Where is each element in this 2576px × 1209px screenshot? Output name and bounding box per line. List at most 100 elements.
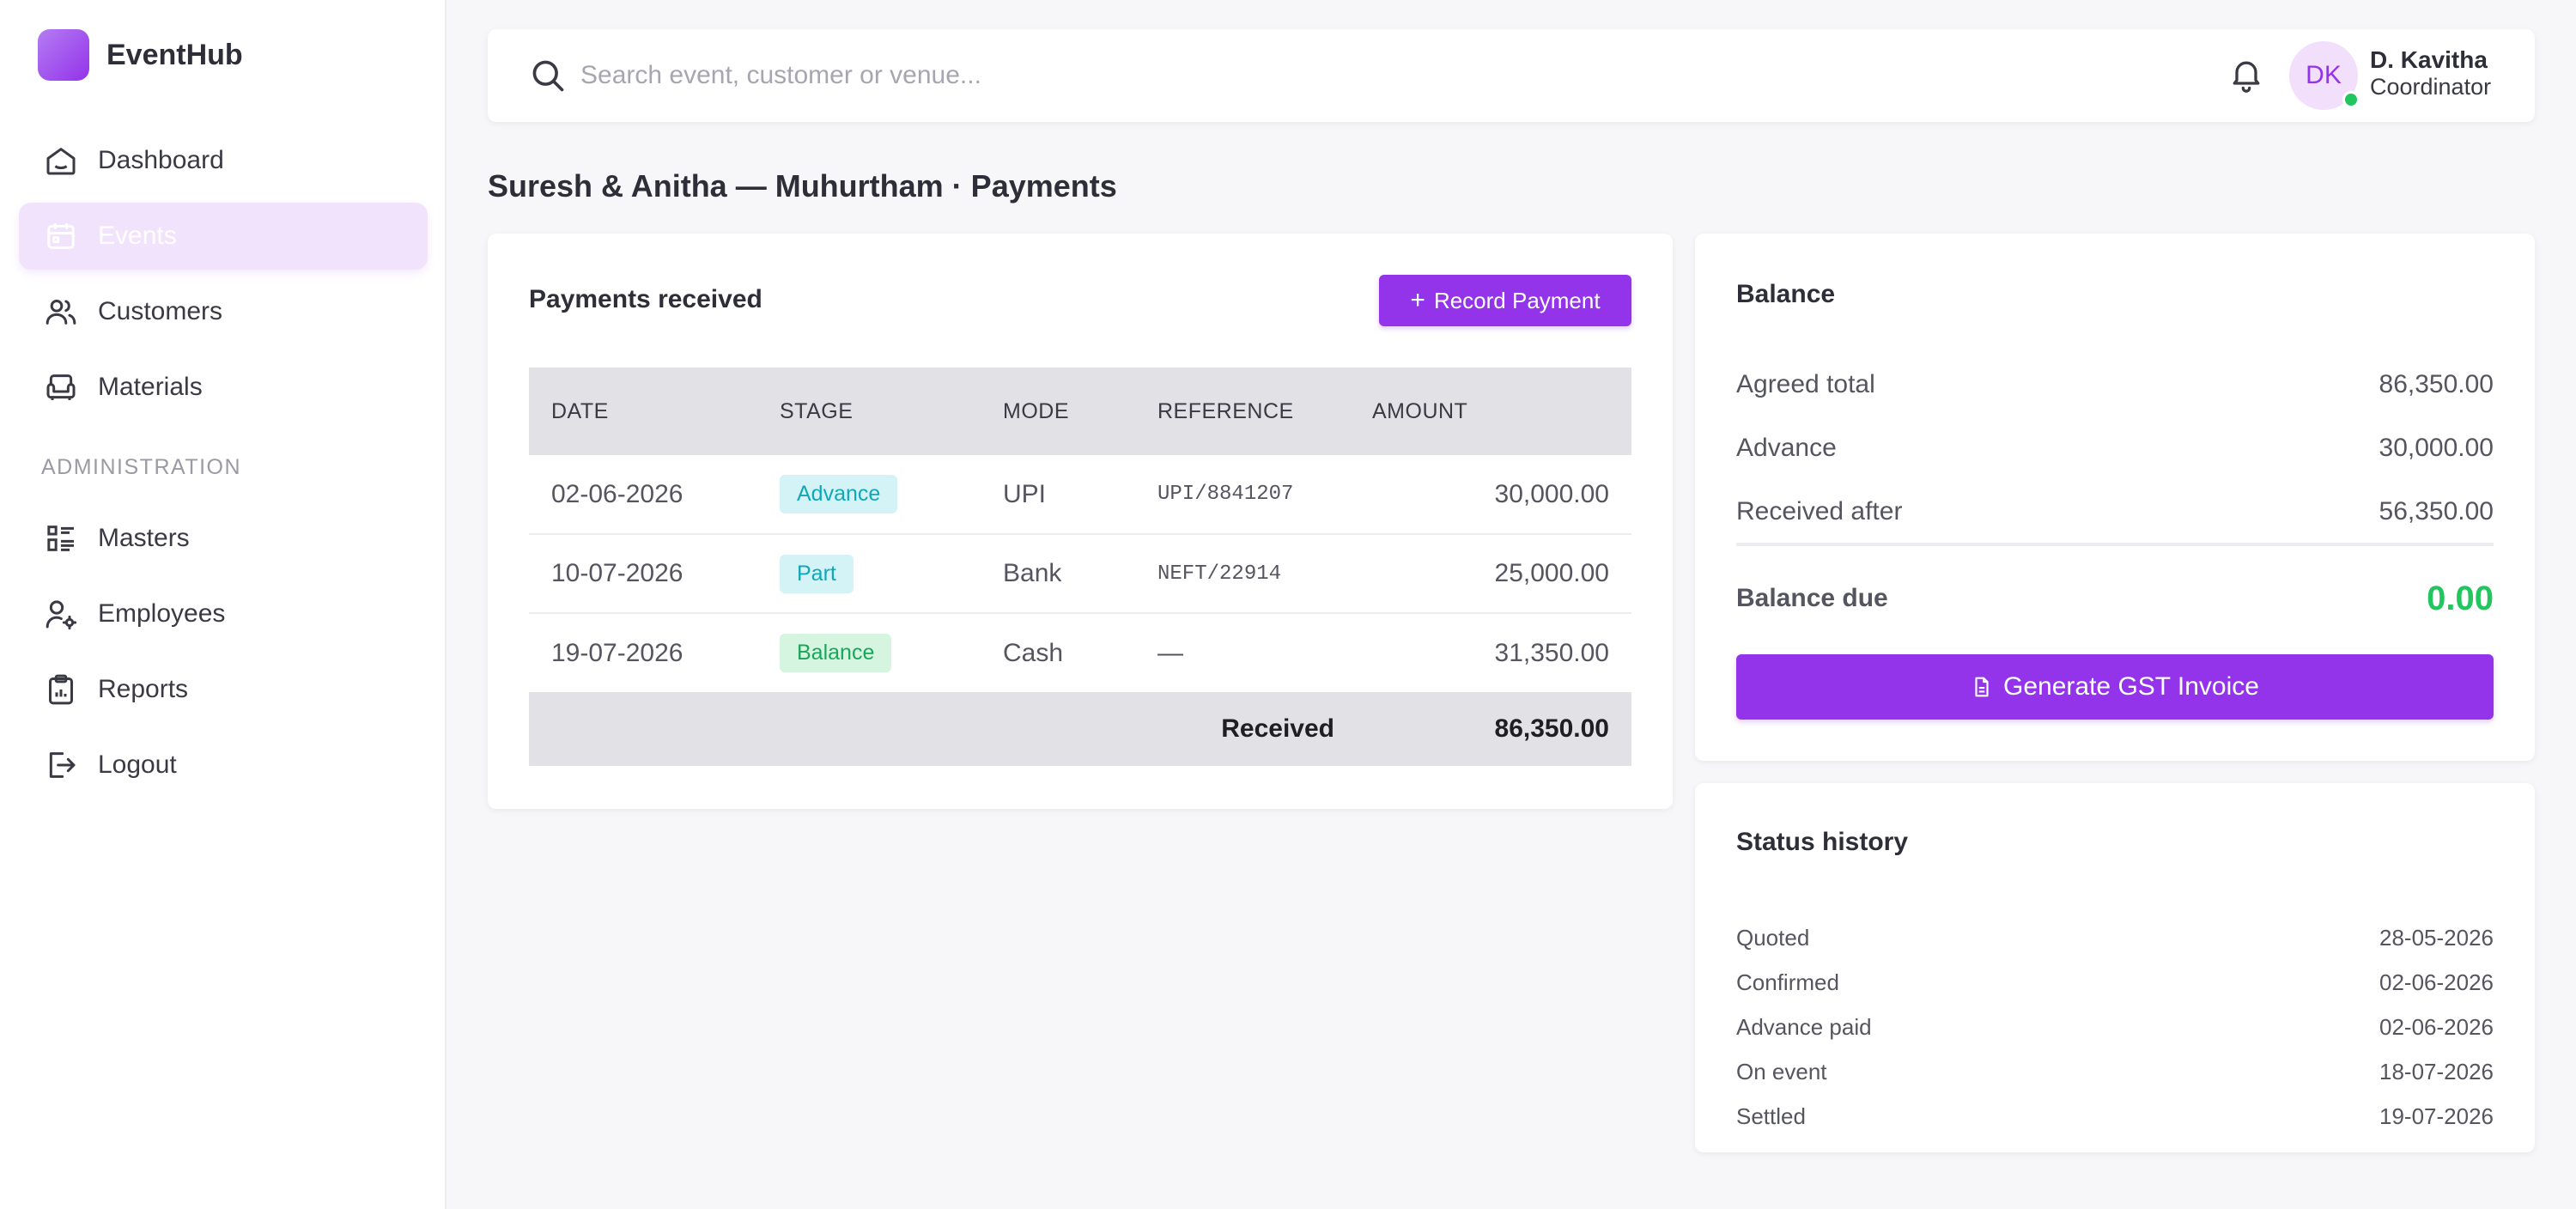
status-history-title: Status history xyxy=(1736,828,1909,856)
sidebar-item-label: Masters xyxy=(98,524,190,552)
status-history-card: Status history Quoted 28-05-2026 Confirm… xyxy=(1695,783,2535,1152)
cell-date: 19-07-2026 xyxy=(551,638,683,667)
sidebar-item-masters[interactable]: Masters xyxy=(19,505,428,572)
cell-mode: Cash xyxy=(1003,638,1064,667)
search-input[interactable] xyxy=(580,50,1868,101)
balance-due-label: Balance due xyxy=(1736,584,1888,612)
balance-label: Agreed total xyxy=(1736,370,1875,398)
column-header-stage[interactable]: STAGE xyxy=(780,368,1003,455)
stage-badge: Part xyxy=(780,554,854,593)
user-name: D. Kavitha xyxy=(2370,46,2488,73)
column-header-date[interactable]: DATE xyxy=(529,368,780,455)
avatar-initials: DK xyxy=(2306,61,2342,89)
user-role: Coordinator xyxy=(2370,74,2492,100)
status-label: Quoted xyxy=(1736,924,1810,951)
sofa-icon xyxy=(43,369,79,405)
presence-indicator xyxy=(2342,91,2360,108)
balance-row-received-after: Received after 56,350.00 xyxy=(1736,495,2494,529)
sidebar-item-label: Dashboard xyxy=(98,146,224,174)
balance-row-agreed-total: Agreed total 86,350.00 xyxy=(1736,368,2494,402)
cell-amount: 25,000.00 xyxy=(1372,534,1631,614)
received-label: Received xyxy=(529,692,1372,766)
cell-date: 02-06-2026 xyxy=(529,455,780,535)
sidebar-item-dashboard[interactable]: Dashboard xyxy=(19,127,428,194)
sidebar-item-label: Customers xyxy=(98,297,223,325)
user-cog-icon xyxy=(43,596,79,632)
status-date: 02-06-2026 xyxy=(2379,1013,2494,1040)
status-row: Quoted 28-05-2026 xyxy=(1736,922,2494,953)
stage-badge: Advance xyxy=(780,475,898,513)
status-date: 18-07-2026 xyxy=(2379,1058,2494,1084)
cell-reference: NEFT/22914 xyxy=(1157,534,1372,614)
sidebar-item-label: Materials xyxy=(98,373,203,401)
logout-icon xyxy=(43,747,79,783)
status-row: Settled 19-07-2026 xyxy=(1736,1101,2494,1132)
cell-stage: Part xyxy=(780,534,1003,614)
balance-card: Balance Agreed total 86,350.00 Advance 3… xyxy=(1695,234,2535,761)
table-row[interactable]: 02-06-2026 Advance UPI UPI/8841207 30,00… xyxy=(529,455,1631,535)
main-nav: Dashboard Events Customers Materials xyxy=(19,127,428,429)
cell-mode: UPI xyxy=(1003,455,1157,535)
column-header-reference[interactable]: REFERENCE xyxy=(1157,368,1372,455)
generate-gst-invoice-label: Generate GST Invoice xyxy=(2003,672,2259,701)
balance-row-advance: Advance 30,000.00 xyxy=(1736,431,2494,465)
home-icon xyxy=(43,143,79,179)
payments-title: Payments received xyxy=(529,285,762,313)
top-bar: DK D. Kavitha Coordinator xyxy=(488,29,2535,122)
balance-value: 86,350.00 xyxy=(2379,370,2494,398)
table-row[interactable]: 10-07-2026 Part Bank NEFT/22914 25,000.0… xyxy=(529,534,1631,614)
cell-reference: — xyxy=(1157,638,1183,667)
status-row: Confirmed 02-06-2026 xyxy=(1736,967,2494,998)
users-icon xyxy=(43,294,79,330)
sidebar-item-materials[interactable]: Materials xyxy=(19,354,428,421)
brand[interactable]: EventHub xyxy=(38,29,243,81)
received-total: 86,350.00 xyxy=(1372,692,1631,766)
status-date: 28-05-2026 xyxy=(2379,924,2494,951)
sidebar-item-label: Reports xyxy=(98,675,189,703)
generate-gst-invoice-button[interactable]: Generate GST Invoice xyxy=(1736,654,2494,720)
table-row[interactable]: 19-07-2026 Balance Cash — 31,350.00 xyxy=(529,613,1631,692)
page-title: Suresh & Anitha — Muhurtham · Payments xyxy=(488,168,1117,204)
column-header-mode[interactable]: MODE xyxy=(1003,368,1157,455)
stage-badge: Balance xyxy=(780,634,892,672)
avatar[interactable]: DK xyxy=(2289,41,2360,110)
balance-due-value: 0.00 xyxy=(2427,579,2494,617)
status-row: On event 18-07-2026 xyxy=(1736,1056,2494,1087)
payments-table: DATE STAGE MODE REFERENCE AMOUNT 02-06-2… xyxy=(529,368,1631,766)
status-label: Confirmed xyxy=(1736,969,1839,995)
status-label: Settled xyxy=(1736,1103,1806,1129)
cell-reference: UPI/8841207 xyxy=(1157,455,1372,535)
sidebar-item-customers[interactable]: Customers xyxy=(19,278,428,345)
payments-card: Payments received + Record Payment DATE … xyxy=(488,234,1673,809)
balance-value: 56,350.00 xyxy=(2379,497,2494,526)
sidebar-item-employees[interactable]: Employees xyxy=(19,580,428,647)
record-payment-button[interactable]: + Record Payment xyxy=(1379,275,1631,326)
record-payment-label: Record Payment xyxy=(1433,287,1601,313)
cell-amount: 30,000.00 xyxy=(1372,455,1631,535)
balance-value: 30,000.00 xyxy=(2379,434,2494,462)
balance-divider xyxy=(1736,543,2494,546)
balance-label: Received after xyxy=(1736,497,1903,526)
bell-icon[interactable] xyxy=(2227,53,2265,94)
sidebar-item-events[interactable]: Events xyxy=(19,203,428,270)
column-header-amount[interactable]: AMOUNT xyxy=(1372,368,1631,455)
sidebar-item-label: Events xyxy=(98,222,177,250)
sidebar-item-label: Employees xyxy=(98,599,226,628)
calendar-icon xyxy=(43,218,79,254)
status-label: Advance paid xyxy=(1736,1013,1872,1040)
cell-amount: 31,350.00 xyxy=(1494,638,1609,667)
sidebar-item-reports[interactable]: Reports xyxy=(19,656,428,723)
balance-label: Advance xyxy=(1736,434,1837,462)
brand-name: EventHub xyxy=(106,38,243,71)
table-footer-row: Received 86,350.00 xyxy=(529,692,1631,766)
balance-row-due: Balance due 0.00 xyxy=(1736,577,2494,620)
section-label-administration: ADMINISTRATION xyxy=(41,455,242,479)
status-date: 19-07-2026 xyxy=(2379,1103,2494,1129)
status-date: 02-06-2026 xyxy=(2379,969,2494,995)
cell-mode: Bank xyxy=(1003,534,1157,614)
cell-stage: Balance xyxy=(780,613,1003,692)
document-icon xyxy=(1975,677,1989,697)
sidebar-item-logout[interactable]: Logout xyxy=(19,732,428,799)
status-row: Advance paid 02-06-2026 xyxy=(1736,1012,2494,1042)
cell-stage: Advance xyxy=(780,455,1003,535)
